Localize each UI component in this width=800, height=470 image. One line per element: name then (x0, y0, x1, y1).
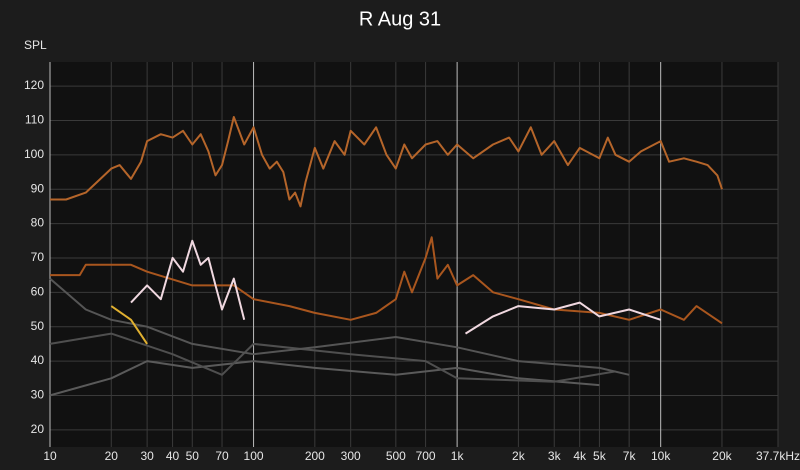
x-tick-label: 30 (140, 449, 154, 463)
x-tick-label: 50 (186, 449, 200, 463)
chart-title: R Aug 31 (359, 8, 441, 30)
y-tick-label: 120 (24, 78, 44, 92)
x-tick-label: 100 (244, 449, 264, 463)
y-tick-label: 20 (31, 422, 45, 436)
plot-area (50, 62, 778, 447)
x-tick-label: 5k (593, 449, 607, 463)
y-tick-label: 80 (31, 216, 45, 230)
x-tick-label: 40 (166, 449, 180, 463)
y-tick-label: 40 (31, 353, 45, 367)
series-line (49, 277, 630, 376)
x-tick-label: 3k (548, 449, 562, 463)
y-tick-label: 30 (31, 388, 45, 402)
x-tick-label: 37.7kHz (756, 449, 800, 463)
x-tick-label: 1k (451, 449, 465, 463)
x-tick-label: 2k (512, 449, 526, 463)
x-tick-label: 300 (341, 449, 361, 463)
series-line (130, 239, 246, 321)
y-tick-label: 60 (31, 284, 45, 298)
x-tick-label: 500 (386, 449, 406, 463)
series-line (110, 305, 148, 345)
x-tick-label: 70 (215, 449, 229, 463)
y-tick-label: 50 (31, 319, 45, 333)
y-tick-label: 90 (31, 181, 45, 195)
x-tick-label: 10 (43, 449, 57, 463)
series-line (464, 301, 662, 335)
y-tick-label: 110 (25, 113, 44, 127)
series-line (50, 236, 723, 325)
x-tick-label: 200 (305, 449, 325, 463)
x-tick-label: 20 (105, 449, 119, 463)
y-tick-label: 100 (24, 147, 44, 161)
y-tick-label: 70 (31, 250, 45, 264)
series-line (50, 116, 723, 208)
x-tick-label: 10k (651, 449, 671, 463)
x-tick-label: 700 (416, 449, 436, 463)
x-tick-label: 20k (712, 449, 732, 463)
x-tick-label: 4k (573, 449, 587, 463)
y-axis-label: SPL (24, 38, 47, 52)
x-tick-label: 7k (623, 449, 637, 463)
series-line (49, 360, 600, 397)
